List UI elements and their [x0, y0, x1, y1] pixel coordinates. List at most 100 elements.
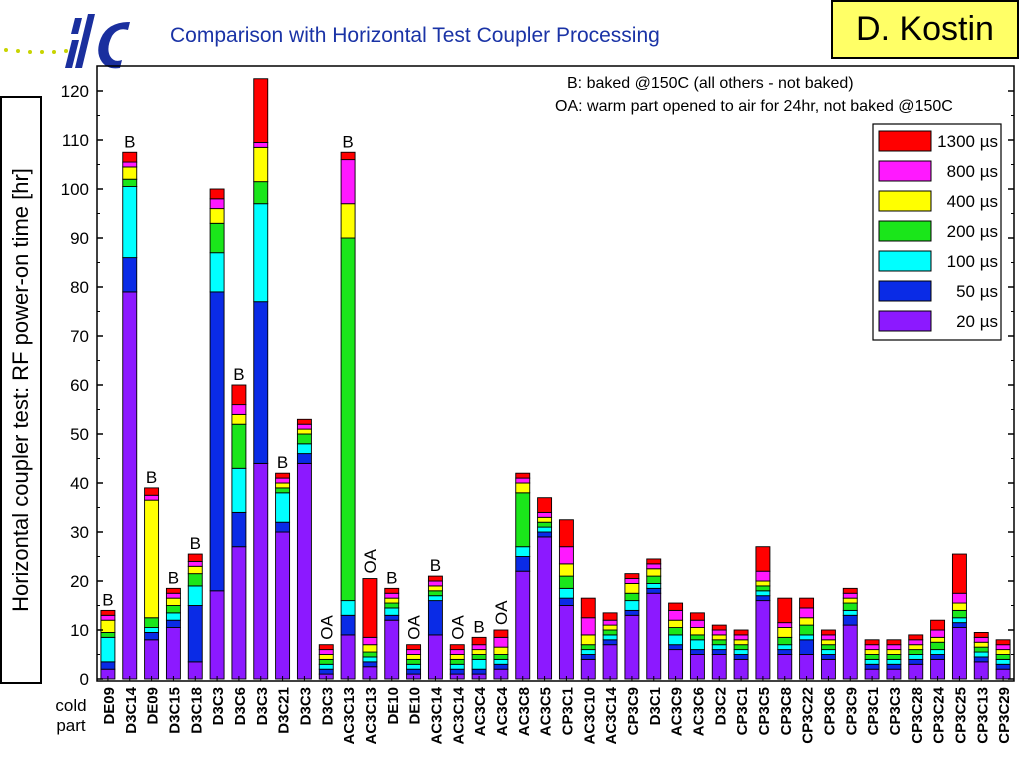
- bar-segment: [908, 644, 924, 651]
- x-tick-label: CP3C6: [821, 687, 838, 735]
- bar-segment: [406, 668, 422, 675]
- bar-segment: [122, 257, 138, 293]
- bar-annotation: B: [190, 534, 201, 553]
- bar-segment: [427, 590, 443, 597]
- bar-segment: [449, 654, 465, 660]
- bar-segment: [558, 546, 574, 565]
- bar-segment: [340, 203, 356, 239]
- bar-annotation: B: [168, 568, 179, 587]
- x-tick-label: D3C15: [166, 687, 183, 734]
- bar-segment: [733, 629, 749, 636]
- bar-segment: [406, 644, 422, 651]
- bar-segment: [951, 553, 967, 594]
- bar-segment: [995, 654, 1011, 660]
- bar-segment: [515, 477, 531, 484]
- bar-segment: [449, 649, 465, 655]
- legend-swatch: [878, 130, 932, 152]
- bar-segment: [296, 453, 312, 464]
- bar-segment: [384, 619, 400, 680]
- bar-segment: [362, 644, 378, 653]
- x-tick-label: CP3C24: [931, 686, 948, 743]
- legend-label: 20 µs: [956, 312, 998, 331]
- bar-segment: [187, 560, 203, 567]
- bar-annotation: B: [102, 590, 113, 609]
- bar-segment: [144, 487, 160, 496]
- bar-segment: [537, 531, 553, 538]
- bar-segment: [122, 161, 138, 168]
- x-tick-label: DE09: [145, 687, 162, 725]
- bar-segment: [537, 521, 553, 528]
- bar-segment: [187, 605, 203, 663]
- bar-segment: [995, 663, 1011, 670]
- y-tick-label: 110: [62, 131, 89, 150]
- x-tick-label: AC3C6: [690, 687, 707, 736]
- x-tick-label: CP3C1: [865, 687, 882, 735]
- bar-segment: [296, 433, 312, 445]
- legend-label: 200 µs: [947, 222, 998, 241]
- x-tick-label: AC3C5: [538, 687, 555, 736]
- x-tick-label: AC3C14: [603, 686, 620, 744]
- x-tick-label: D3C6: [232, 687, 249, 725]
- bar-segment: [427, 575, 443, 582]
- bar-segment: [165, 619, 181, 629]
- bar-segment: [930, 654, 946, 660]
- x-tick-label: D3C18: [188, 687, 205, 734]
- bar-segment: [558, 519, 574, 548]
- bar-segment: [122, 186, 138, 259]
- bar-segment: [165, 597, 181, 606]
- bar-segment: [951, 627, 967, 680]
- bar-segment: [799, 607, 815, 619]
- bar-segment: [209, 188, 225, 200]
- bar-segment: [231, 423, 247, 469]
- bar-segment: [275, 531, 291, 680]
- page-title: Comparison with Horizontal Test Coupler …: [170, 24, 660, 47]
- y-tick-label: 60: [70, 376, 89, 395]
- bar-segment: [908, 658, 924, 665]
- bar-segment: [646, 563, 662, 570]
- bar-segment: [493, 636, 509, 648]
- bar-segment: [406, 654, 422, 660]
- bar-segment: [427, 585, 443, 592]
- bar-segment: [755, 595, 771, 602]
- bar-segment: [602, 639, 618, 646]
- bar-segment: [165, 612, 181, 621]
- bar-segment: [711, 634, 727, 641]
- y-tick-label: 70: [70, 327, 89, 346]
- bar-segment: [951, 602, 967, 611]
- bar-segment: [100, 619, 116, 633]
- y-tick-label: 90: [70, 229, 89, 248]
- bar-segment: [427, 600, 443, 636]
- bar-segment: [602, 629, 618, 636]
- bar-segment: [253, 141, 269, 148]
- bar-segment: [711, 649, 727, 655]
- legend-label: 400 µs: [947, 192, 998, 211]
- bar-segment: [165, 587, 181, 594]
- logo-mark: [65, 14, 130, 69]
- bar-segment: [209, 198, 225, 210]
- x-tick-label: CP3C1: [734, 687, 751, 735]
- bar-segment: [820, 649, 836, 655]
- bar-segment: [668, 634, 684, 646]
- bar-segment: [733, 639, 749, 646]
- bar-segment: [711, 654, 727, 680]
- x-tick-label: CP3C28: [909, 687, 926, 744]
- bar-segment: [275, 482, 291, 489]
- bar-segment: [296, 462, 312, 680]
- bar-segment: [100, 632, 116, 638]
- bar-segment: [558, 605, 574, 680]
- bar-segment: [864, 639, 880, 646]
- bar-segment: [558, 563, 574, 577]
- y-tick-label: 120: [61, 82, 89, 101]
- bar-segment: [602, 612, 618, 621]
- bar-segment: [799, 639, 815, 655]
- bar-annotation: OA: [492, 600, 511, 625]
- bar-segment: [951, 622, 967, 629]
- bar-segment: [689, 649, 705, 655]
- bar-segment: [711, 629, 727, 636]
- bar-segment: [275, 521, 291, 533]
- bar-segment: [275, 492, 291, 523]
- bar-segment: [427, 580, 443, 587]
- bar-segment: [231, 546, 247, 680]
- bar-annotation: B: [342, 132, 353, 151]
